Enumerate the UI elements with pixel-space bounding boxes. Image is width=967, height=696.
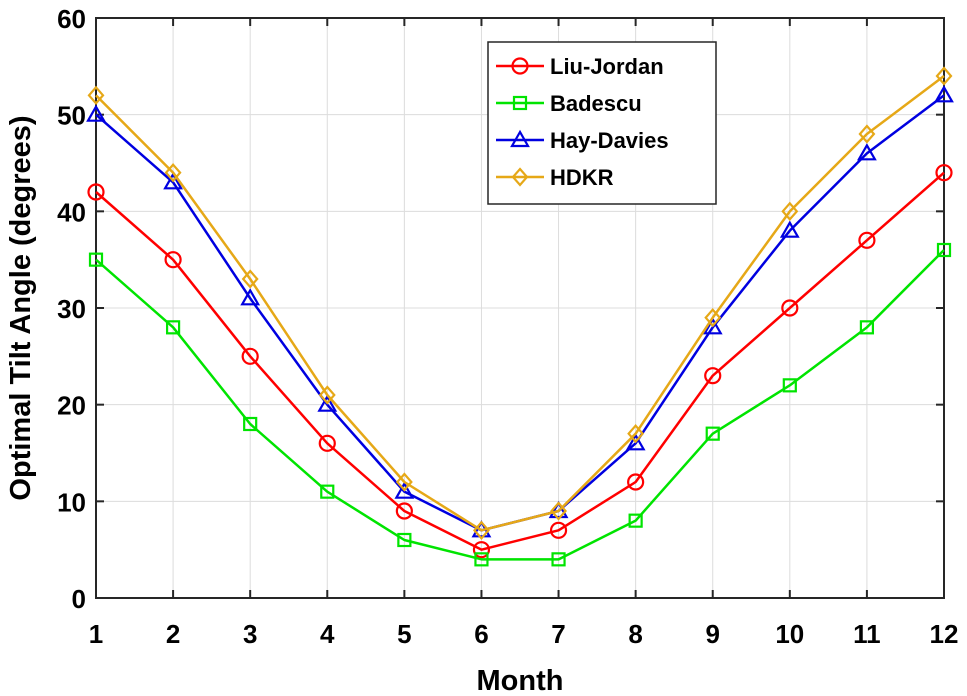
square-marker bbox=[628, 513, 643, 528]
triangle-marker bbox=[86, 104, 106, 122]
x-tick-label: 11 bbox=[853, 619, 881, 649]
y-tick-label: 20 bbox=[57, 391, 86, 421]
series-hdkr bbox=[87, 66, 953, 541]
square-marker bbox=[88, 252, 104, 267]
circle-marker bbox=[935, 164, 953, 182]
circle-marker bbox=[781, 299, 799, 317]
triangle-marker bbox=[625, 433, 646, 451]
legend-item: Hay-Davies bbox=[496, 128, 669, 153]
circle-marker bbox=[627, 473, 645, 491]
y-tick-label: 10 bbox=[57, 487, 86, 517]
circle-marker bbox=[511, 57, 529, 75]
series-group bbox=[86, 66, 954, 567]
square-marker bbox=[705, 426, 720, 441]
y-axis-ticks: 0 10 20 30 40 50 60 bbox=[57, 4, 944, 614]
diamond-marker bbox=[318, 385, 336, 405]
triangle-marker bbox=[702, 317, 723, 335]
x-tick-label: 3 bbox=[243, 619, 257, 649]
series-line bbox=[95, 75, 945, 532]
diamond-marker bbox=[472, 520, 490, 541]
legend-item: Badescu bbox=[496, 91, 642, 116]
circle-marker bbox=[472, 541, 491, 559]
x-tick-label: 10 bbox=[775, 619, 804, 649]
legend-item: HDKR bbox=[496, 165, 614, 190]
x-tick-label: 9 bbox=[705, 619, 719, 649]
circle-marker bbox=[164, 251, 182, 269]
diamond-marker bbox=[395, 472, 413, 492]
triangle-marker bbox=[934, 85, 954, 103]
square-marker bbox=[782, 378, 797, 393]
diamond-marker bbox=[627, 423, 645, 444]
diamond-marker bbox=[704, 307, 722, 328]
circle-marker bbox=[395, 502, 413, 520]
x-axis-label: Month bbox=[477, 665, 564, 696]
diamond-marker bbox=[935, 66, 953, 86]
series-liu-jordan bbox=[87, 164, 953, 559]
square-marker bbox=[512, 95, 528, 111]
circle-marker bbox=[704, 367, 722, 385]
square-marker bbox=[936, 242, 952, 258]
square-marker bbox=[397, 532, 412, 548]
circle-marker bbox=[87, 183, 105, 201]
x-tick-label: 6 bbox=[474, 619, 488, 649]
diamond-marker bbox=[511, 167, 529, 187]
circle-marker bbox=[858, 231, 876, 249]
y-tick-label: 60 bbox=[57, 4, 86, 34]
triangle-marker bbox=[857, 143, 877, 161]
legend-item: Liu-Jordan bbox=[496, 54, 664, 79]
legend-label: HDKR bbox=[550, 165, 614, 190]
diamond-marker bbox=[164, 162, 182, 183]
x-tick-label: 4 bbox=[320, 619, 335, 649]
x-tick-label: 2 bbox=[166, 619, 180, 649]
legend-label: Liu-Jordan bbox=[550, 54, 664, 79]
x-axis-ticks: 1 2 3 4 5 6 7 8 9 10 11 12 bbox=[89, 18, 959, 649]
circle-marker bbox=[549, 521, 568, 539]
y-tick-label: 50 bbox=[57, 101, 86, 131]
diamond-marker bbox=[241, 269, 259, 289]
series-line bbox=[95, 249, 945, 561]
legend: Liu-Jordan Badescu Hay-Davies HDKR bbox=[487, 41, 717, 205]
x-tick-label: 5 bbox=[397, 619, 411, 649]
x-tick-label: 12 bbox=[930, 619, 959, 649]
triangle-marker bbox=[163, 172, 183, 190]
diamond-marker bbox=[87, 85, 105, 106]
triangle-marker bbox=[548, 500, 569, 519]
triangle-marker bbox=[779, 220, 800, 238]
triangle-marker bbox=[510, 129, 530, 148]
x-tick-label: 1 bbox=[89, 619, 103, 649]
diamond-marker bbox=[858, 124, 876, 144]
triangle-marker bbox=[317, 394, 338, 412]
diamond-marker bbox=[781, 201, 799, 222]
square-marker bbox=[243, 416, 258, 432]
square-marker bbox=[551, 552, 566, 567]
x-tick-label: 7 bbox=[551, 619, 565, 649]
circle-marker bbox=[318, 434, 336, 452]
series-line bbox=[95, 171, 945, 551]
y-tick-label: 40 bbox=[57, 197, 86, 227]
x-tick-label: 8 bbox=[628, 619, 642, 649]
square-marker bbox=[859, 320, 875, 335]
y-axis-label: Optimal Tilt Angle (degrees) bbox=[5, 115, 37, 500]
legend-label: Hay-Davies bbox=[550, 128, 669, 153]
series-badescu bbox=[88, 242, 952, 567]
square-marker bbox=[320, 484, 335, 499]
y-tick-label: 0 bbox=[72, 584, 86, 614]
triangle-marker bbox=[394, 481, 415, 499]
square-marker bbox=[165, 320, 181, 335]
circle-marker bbox=[241, 347, 259, 365]
triangle-marker bbox=[240, 288, 261, 306]
y-tick-label: 30 bbox=[57, 294, 86, 324]
diamond-marker bbox=[550, 501, 568, 521]
legend-label: Badescu bbox=[550, 91, 642, 116]
square-marker bbox=[474, 552, 489, 567]
